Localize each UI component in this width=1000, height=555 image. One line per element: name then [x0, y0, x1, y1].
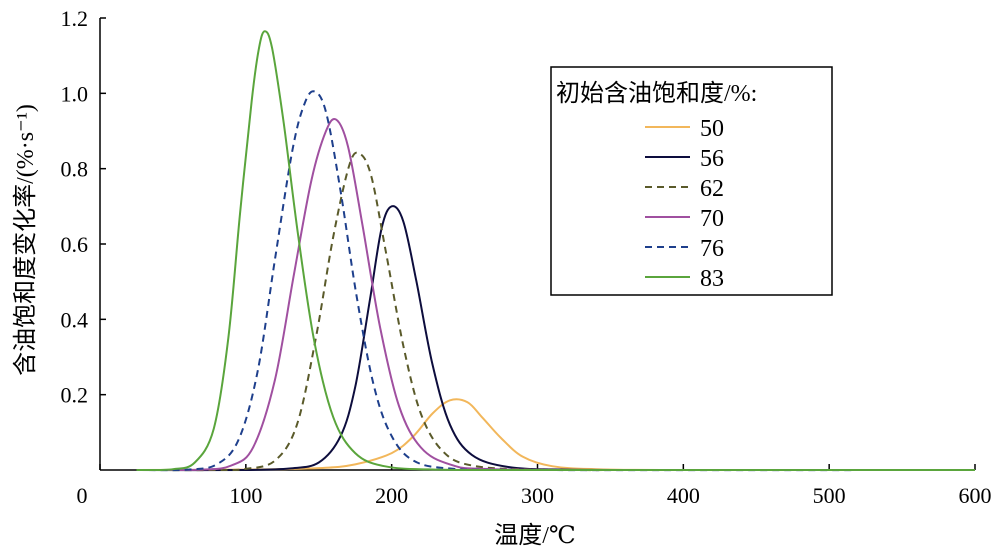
series-line-50 — [136, 398, 976, 472]
legend-box — [550, 66, 833, 296]
legend-title: 初始含油饱和度/%: — [556, 80, 757, 107]
legend-label-83: 83 — [700, 266, 724, 292]
x-tick-label: 200 — [375, 483, 408, 508]
y-tick-label: 0.4 — [61, 307, 89, 332]
legend: 初始含油饱和度/%: 50 56 62 70 76 83 — [550, 66, 833, 296]
x-tick-label: 400 — [667, 483, 700, 508]
y-tick-label: 1.2 — [61, 6, 89, 31]
y-tick-label: 1.0 — [61, 81, 89, 106]
series-line-83 — [136, 30, 976, 472]
y-axis-title: 含油饱和度变化率/(%·s⁻¹) — [12, 104, 39, 376]
x-tick-label: 300 — [521, 483, 554, 508]
legend-label-50: 50 — [700, 116, 724, 142]
x-tick-label: 100 — [229, 483, 262, 508]
x-tick-label: 600 — [959, 483, 992, 508]
y-tick-label: 0.2 — [61, 383, 89, 408]
ticks: 0 100 200 300 400 500 600 0.2 0.4 0.6 0.8 1.0 1.2 — [61, 6, 992, 508]
x-tick-label: 0 — [77, 483, 88, 508]
x-tick-label: 500 — [813, 483, 846, 508]
legend-label-62: 62 — [700, 176, 724, 202]
axes — [99, 18, 975, 471]
legend-items: 50 56 62 70 76 83 — [645, 116, 724, 292]
legend-label-76: 76 — [700, 236, 724, 262]
series-layer — [136, 30, 976, 472]
x-axis-title: 温度/℃ — [494, 522, 576, 549]
legend-label-70: 70 — [700, 206, 724, 232]
y-tick-label: 0.8 — [61, 157, 89, 182]
legend-label-56: 56 — [700, 146, 724, 172]
y-tick-label: 0.6 — [61, 232, 89, 257]
series-line-62 — [136, 151, 976, 472]
